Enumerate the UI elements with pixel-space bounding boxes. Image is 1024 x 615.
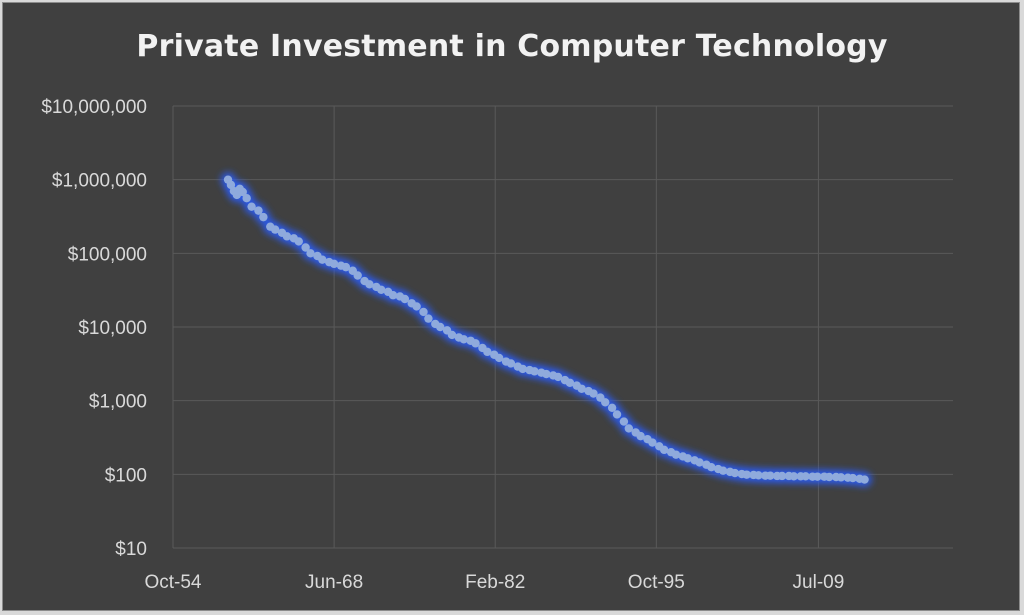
vertical-gridlines <box>172 106 819 548</box>
series-point <box>483 347 492 357</box>
series-point <box>542 369 551 379</box>
series-point <box>424 314 433 323</box>
y-tick-label: $10,000,000 <box>41 97 147 118</box>
series-point <box>238 187 247 197</box>
series-glow <box>220 172 873 488</box>
series-point <box>436 322 445 332</box>
series-point <box>247 202 256 211</box>
y-axis-tick-labels: $10 $100 $1,000 $10,000 $100,000 $1,000,000 $1… <box>41 97 147 560</box>
series-point <box>589 389 598 398</box>
y-tick-label: $100 <box>105 465 147 486</box>
y-tick-label: $10,000 <box>78 318 147 339</box>
series-point <box>282 232 292 241</box>
series-point <box>619 417 629 426</box>
series-point <box>254 206 263 215</box>
series-point <box>624 424 634 433</box>
series-point <box>270 225 280 234</box>
series-point <box>377 285 386 294</box>
chart-title: Private Investment in Computer Technolog… <box>136 29 888 64</box>
series-point <box>353 271 362 280</box>
x-tick-label: Oct-95 <box>628 572 685 593</box>
series-point <box>742 470 751 479</box>
series-point <box>683 454 692 463</box>
series-point <box>813 472 822 481</box>
series-point <box>494 353 504 363</box>
series-point <box>754 471 763 480</box>
series-point <box>306 249 315 258</box>
series-point <box>601 398 610 407</box>
series-point <box>518 364 527 374</box>
series-point <box>612 410 622 419</box>
series-point <box>341 262 351 272</box>
series-point <box>318 255 327 264</box>
series-point <box>530 367 539 376</box>
series-point <box>419 307 428 317</box>
series-point <box>447 330 457 340</box>
series-point <box>730 468 740 478</box>
series-point <box>766 471 775 480</box>
series-point <box>825 472 834 482</box>
y-tick-label: $1,000 <box>89 392 147 413</box>
series-point <box>836 473 846 482</box>
x-tick-label: Jun-68 <box>305 572 363 593</box>
series-point <box>412 302 421 311</box>
series-point <box>459 335 468 344</box>
series-point <box>848 473 857 483</box>
series-point <box>294 237 303 246</box>
series-point <box>648 438 657 447</box>
horizontal-gridlines <box>173 105 953 549</box>
series-point <box>695 458 704 467</box>
series-point <box>671 450 681 459</box>
series-point <box>553 372 563 382</box>
series-point <box>718 466 728 475</box>
series-point <box>577 384 586 393</box>
series-point <box>860 475 869 484</box>
series-point <box>471 339 480 348</box>
series-point <box>400 294 410 304</box>
x-tick-label: Feb-82 <box>465 572 525 593</box>
series-point <box>242 194 251 203</box>
y-tick-label: $100,000 <box>68 244 147 265</box>
x-tick-label: Oct-54 <box>144 572 201 593</box>
series-point <box>259 212 268 222</box>
series-point <box>636 431 645 441</box>
series-point <box>789 472 799 481</box>
series-point <box>659 445 669 455</box>
series-point <box>329 259 339 269</box>
x-axis-tick-labels: Oct-54 Jun-68 Feb-82 Oct-95 Jul-09 <box>144 572 844 593</box>
series-point <box>607 403 617 413</box>
x-tick-label: Jul-09 <box>793 572 845 593</box>
y-tick-label: $1,000,000 <box>52 171 147 192</box>
series-points <box>223 175 869 484</box>
series-point <box>565 378 575 387</box>
series-point <box>707 462 716 472</box>
y-tick-label: $10 <box>115 539 147 560</box>
series-point <box>777 471 787 481</box>
series-point <box>301 243 310 252</box>
series-point <box>506 359 516 368</box>
series-point <box>388 291 398 300</box>
series-point <box>365 280 374 289</box>
series-point <box>801 472 810 481</box>
